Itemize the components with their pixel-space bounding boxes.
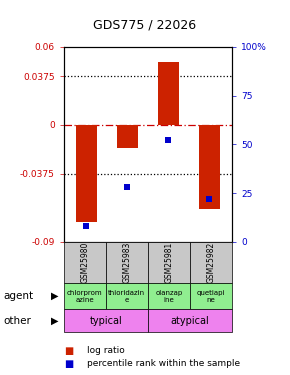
Text: atypical: atypical xyxy=(171,316,209,326)
Bar xyxy=(158,63,179,125)
Bar xyxy=(76,125,97,222)
Bar xyxy=(199,125,220,209)
Text: chlorprom
azine: chlorprom azine xyxy=(67,290,103,303)
Text: typical: typical xyxy=(90,316,122,326)
Text: log ratio: log ratio xyxy=(87,346,125,355)
Bar xyxy=(106,242,148,283)
Bar xyxy=(64,309,148,332)
Bar xyxy=(64,242,106,283)
Text: olanzap
ine: olanzap ine xyxy=(155,290,182,303)
Text: percentile rank within the sample: percentile rank within the sample xyxy=(87,359,240,368)
Text: GSM25983: GSM25983 xyxy=(122,242,131,283)
Text: thioridazin
e: thioridazin e xyxy=(108,290,146,303)
Text: ▶: ▶ xyxy=(51,316,59,326)
Bar xyxy=(148,283,190,309)
Bar xyxy=(106,283,148,309)
Bar xyxy=(64,283,106,309)
Bar xyxy=(190,242,232,283)
Bar xyxy=(190,283,232,309)
Text: agent: agent xyxy=(3,291,33,301)
Text: GSM25980: GSM25980 xyxy=(80,242,89,283)
Text: other: other xyxy=(3,316,31,326)
Text: ■: ■ xyxy=(64,346,73,355)
Text: ▶: ▶ xyxy=(51,291,59,301)
Text: GDS775 / 22026: GDS775 / 22026 xyxy=(93,19,197,32)
Bar xyxy=(148,309,232,332)
Text: ■: ■ xyxy=(64,359,73,369)
Text: quetiapi
ne: quetiapi ne xyxy=(197,290,225,303)
Bar xyxy=(148,242,190,283)
Text: GSM25981: GSM25981 xyxy=(164,242,173,283)
Text: GSM25982: GSM25982 xyxy=(206,242,215,283)
Bar xyxy=(117,125,138,148)
